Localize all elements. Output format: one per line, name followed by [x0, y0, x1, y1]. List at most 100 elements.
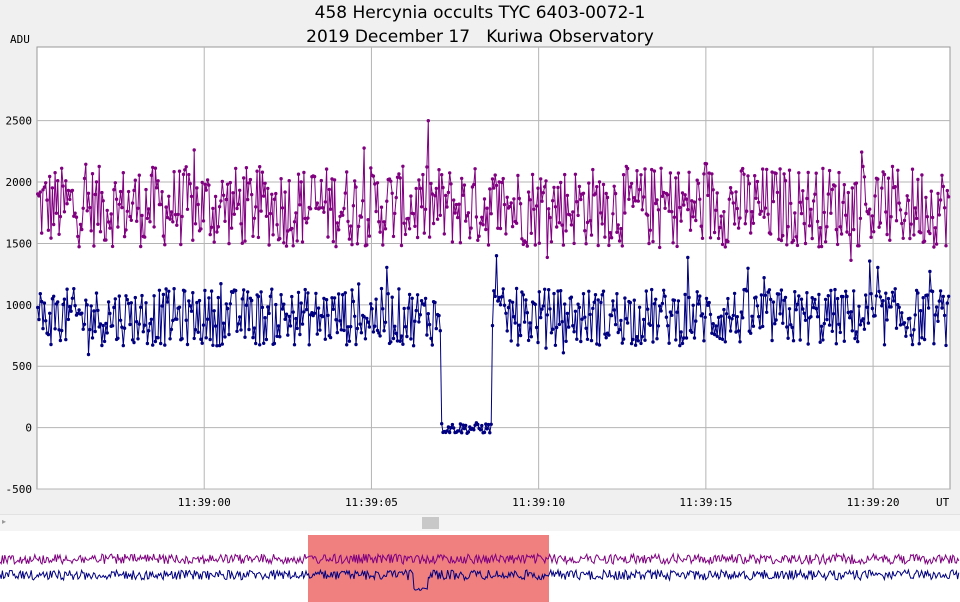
data-point	[409, 194, 413, 198]
data-point	[683, 292, 687, 297]
data-point	[517, 196, 521, 201]
data-point	[90, 336, 95, 340]
overview-series-line	[0, 568, 960, 592]
data-point	[407, 227, 412, 231]
data-point	[642, 195, 646, 199]
data-point	[76, 311, 80, 316]
data-point	[159, 202, 163, 207]
data-point	[165, 300, 170, 304]
data-point	[563, 302, 567, 306]
data-point	[639, 173, 643, 177]
data-point	[38, 292, 42, 296]
data-point	[775, 190, 780, 195]
data-point	[837, 322, 841, 326]
data-point	[870, 306, 875, 311]
data-point	[845, 294, 849, 299]
data-point	[795, 243, 800, 248]
data-point	[922, 239, 927, 243]
data-point	[65, 202, 69, 206]
data-point	[650, 287, 654, 292]
data-point	[160, 190, 164, 194]
data-point	[605, 195, 610, 200]
data-point	[730, 317, 734, 321]
data-point	[763, 206, 768, 210]
data-point	[105, 208, 109, 213]
data-point	[635, 335, 639, 339]
data-point	[739, 310, 743, 314]
data-point	[474, 215, 479, 219]
data-point	[219, 199, 223, 203]
data-point	[327, 187, 331, 192]
data-point	[401, 342, 405, 346]
data-point	[896, 303, 900, 307]
data-point	[682, 203, 686, 207]
data-point	[342, 328, 346, 333]
data-point	[163, 343, 167, 347]
data-point	[613, 322, 618, 327]
data-point	[390, 295, 394, 299]
data-point	[457, 429, 461, 433]
data-point	[195, 300, 199, 305]
data-point	[823, 297, 828, 302]
data-point	[415, 293, 420, 297]
data-point	[755, 304, 760, 308]
overview-selection-window[interactable]	[308, 535, 549, 602]
data-point	[292, 343, 297, 347]
data-point	[749, 231, 753, 235]
data-point	[46, 332, 51, 337]
data-point	[56, 300, 60, 304]
data-point	[900, 311, 904, 315]
data-point	[774, 318, 778, 322]
data-point	[807, 224, 812, 228]
scrollbar-thumb[interactable]	[422, 517, 439, 529]
data-point	[658, 304, 662, 308]
data-point	[85, 209, 89, 213]
data-point	[437, 168, 441, 172]
data-point	[419, 205, 424, 209]
data-point	[351, 299, 356, 304]
data-point	[124, 294, 128, 298]
data-point	[58, 338, 63, 343]
data-point	[255, 169, 259, 173]
data-point	[684, 336, 689, 340]
data-point	[172, 170, 176, 174]
data-point	[94, 180, 99, 184]
data-point	[335, 330, 339, 335]
data-point	[130, 201, 135, 205]
data-point	[40, 299, 44, 304]
data-point	[826, 192, 830, 196]
data-point	[510, 224, 515, 229]
data-point	[153, 166, 158, 170]
data-point	[275, 334, 279, 338]
data-point	[771, 199, 776, 204]
data-point	[659, 309, 663, 313]
data-point	[148, 321, 152, 326]
data-point	[512, 315, 516, 319]
data-point	[110, 244, 115, 249]
data-point	[46, 228, 51, 232]
data-point	[185, 207, 190, 211]
data-point	[940, 173, 944, 177]
data-point	[422, 231, 426, 235]
time-scrollbar[interactable]: ▸	[0, 514, 960, 531]
data-point	[295, 239, 299, 243]
data-point	[488, 431, 492, 435]
data-point	[648, 228, 652, 232]
data-point	[932, 342, 936, 346]
data-point	[607, 333, 611, 337]
data-point	[143, 235, 147, 239]
scroll-left-icon[interactable]: ▸	[2, 517, 7, 526]
data-point	[569, 295, 574, 299]
data-point	[369, 166, 373, 170]
data-point	[164, 287, 168, 291]
data-point	[628, 185, 632, 189]
data-point	[169, 210, 174, 214]
data-point	[735, 206, 739, 211]
data-point	[880, 186, 884, 190]
data-point	[287, 179, 291, 183]
overview-strip[interactable]	[0, 531, 960, 602]
data-point	[889, 305, 893, 309]
data-point	[300, 322, 305, 326]
data-point	[755, 179, 760, 184]
data-point	[827, 168, 832, 173]
